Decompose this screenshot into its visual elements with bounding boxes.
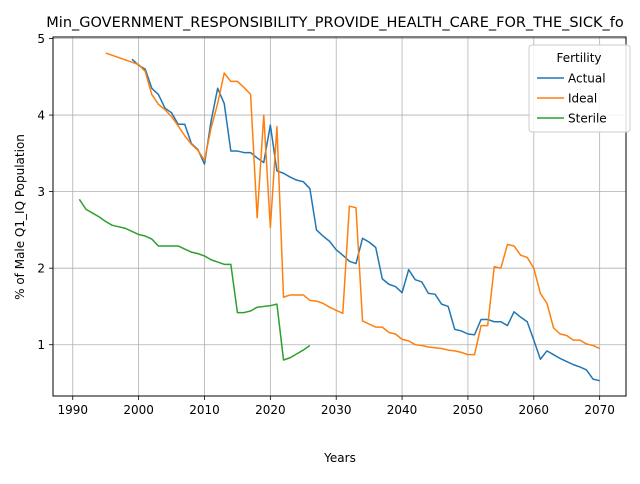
series-lines [78,52,600,382]
y-tick-label: 3 [37,185,45,199]
y-tick-label: 1 [37,338,45,352]
x-tick-label: 2000 [123,403,154,417]
y-tick-label: 5 [37,32,45,46]
legend-title: Fertility [556,51,601,65]
y-axis-label: % of Male Q1_IQ Population [13,134,27,300]
legend-box [528,44,631,133]
x-tick-label: 2040 [387,403,418,417]
x-tick-label: 2010 [189,403,220,417]
x-tick-label: 1990 [57,403,88,417]
y-tick-label: 2 [37,262,45,276]
x-tick-label: 2020 [255,403,286,417]
legend-label-sterile: Sterile [568,112,607,126]
series-line-actual [131,58,600,382]
x-tick-label: 2060 [519,403,550,417]
x-axis-label: Years [323,451,356,465]
legend: Fertility Actual Ideal Sterile [528,44,631,133]
chart-title: Min_GOVERNMENT_RESPONSIBILITY_PROVIDE_HE… [46,15,624,31]
legend-label-ideal: Ideal [568,92,597,106]
x-tick-label: 2070 [584,403,615,417]
y-tick-label: 4 [37,109,45,123]
series-line-sterile [78,198,311,361]
y-axis-ticks: 1 2 3 4 5 [37,32,53,352]
x-tick-label: 2050 [453,403,484,417]
x-tick-label: 2030 [321,403,352,417]
plot-area-frame [52,36,627,397]
series-line-ideal [105,52,600,356]
x-axis-ticks: 1990 2000 2010 2020 2030 2040 2050 2060 2070 [57,396,615,417]
legend-label-actual: Actual [568,72,606,86]
